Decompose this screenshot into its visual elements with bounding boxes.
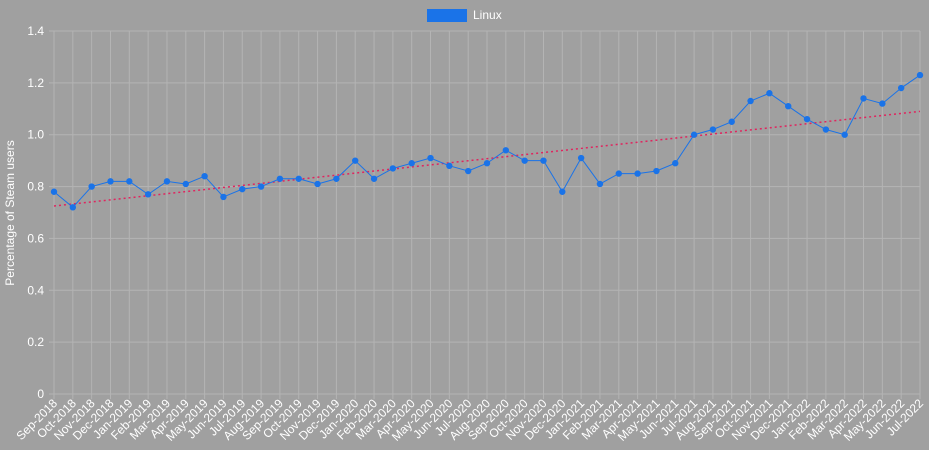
data-point[interactable] — [276, 175, 284, 182]
data-point[interactable] — [709, 126, 717, 133]
grid-lines — [49, 30, 921, 399]
y-axis: 0 0.2 0.4 0.6 0.8 1.0 1.2 1.4 — [27, 24, 44, 401]
data-point[interactable] — [107, 178, 114, 185]
data-point[interactable] — [88, 183, 95, 190]
data-point[interactable] — [182, 180, 189, 188]
data-point[interactable] — [201, 173, 208, 180]
data-point[interactable] — [615, 170, 622, 177]
trendline — [53, 110, 921, 207]
data-point[interactable] — [389, 165, 397, 172]
data-point[interactable] — [747, 97, 754, 105]
data-point[interactable] — [464, 167, 472, 175]
data-point[interactable] — [144, 191, 152, 198]
x-axis: Sep-2018Oct-2018Nov-2018Dec-2018Jan-2019… — [13, 396, 926, 444]
data-point[interactable] — [559, 188, 566, 195]
data-point[interactable] — [860, 95, 867, 102]
data-point[interactable] — [879, 100, 886, 107]
data-point[interactable] — [634, 170, 641, 177]
data-point[interactable] — [502, 147, 510, 154]
data-point[interactable] — [257, 183, 265, 190]
legend-label-linux[interactable]: Linux — [473, 8, 502, 22]
y-axis-title: Percentage of Steam users — [3, 140, 17, 285]
data-point[interactable] — [446, 162, 453, 170]
data-point[interactable] — [728, 118, 735, 125]
data-point[interactable] — [408, 160, 415, 167]
y-tick-label: 0.4 — [27, 283, 44, 297]
data-point[interactable] — [577, 154, 585, 162]
data-point[interactable] — [69, 204, 77, 211]
data-point[interactable] — [916, 71, 924, 79]
y-tick-label: 0.8 — [27, 180, 44, 194]
y-tick-label: 1.2 — [27, 76, 44, 90]
data-point[interactable] — [540, 157, 547, 164]
data-point[interactable] — [841, 131, 848, 138]
data-point[interactable] — [690, 131, 698, 138]
data-point[interactable] — [295, 175, 302, 182]
data-point[interactable] — [803, 115, 811, 123]
y-tick-label: 0.2 — [27, 335, 44, 349]
data-point[interactable] — [163, 178, 171, 185]
data-point[interactable] — [521, 157, 528, 164]
data-point[interactable] — [427, 154, 434, 162]
data-point[interactable] — [314, 180, 321, 188]
data-point[interactable] — [766, 90, 773, 97]
series-linux — [50, 71, 924, 211]
trendline-line — [53, 110, 921, 207]
data-point[interactable] — [220, 193, 227, 201]
legend[interactable]: Linux — [427, 8, 502, 22]
data-point[interactable] — [672, 160, 679, 167]
y-tick-label: 1.4 — [27, 24, 44, 38]
y-tick-label: 0 — [37, 387, 44, 401]
data-point[interactable] — [370, 175, 378, 182]
data-point[interactable] — [352, 157, 359, 164]
legend-swatch-linux[interactable] — [427, 9, 467, 22]
data-point[interactable] — [333, 175, 340, 182]
data-point[interactable] — [483, 160, 491, 167]
y-tick-label: 1.0 — [27, 128, 44, 142]
y-tick-label: 0.6 — [27, 231, 44, 245]
data-point[interactable] — [239, 185, 246, 193]
data-point[interactable] — [50, 188, 58, 195]
data-point[interactable] — [822, 126, 830, 133]
data-point[interactable] — [785, 102, 792, 110]
data-point[interactable] — [126, 178, 133, 185]
data-point[interactable] — [596, 180, 604, 188]
data-point[interactable] — [897, 84, 905, 92]
data-point[interactable] — [653, 167, 660, 175]
